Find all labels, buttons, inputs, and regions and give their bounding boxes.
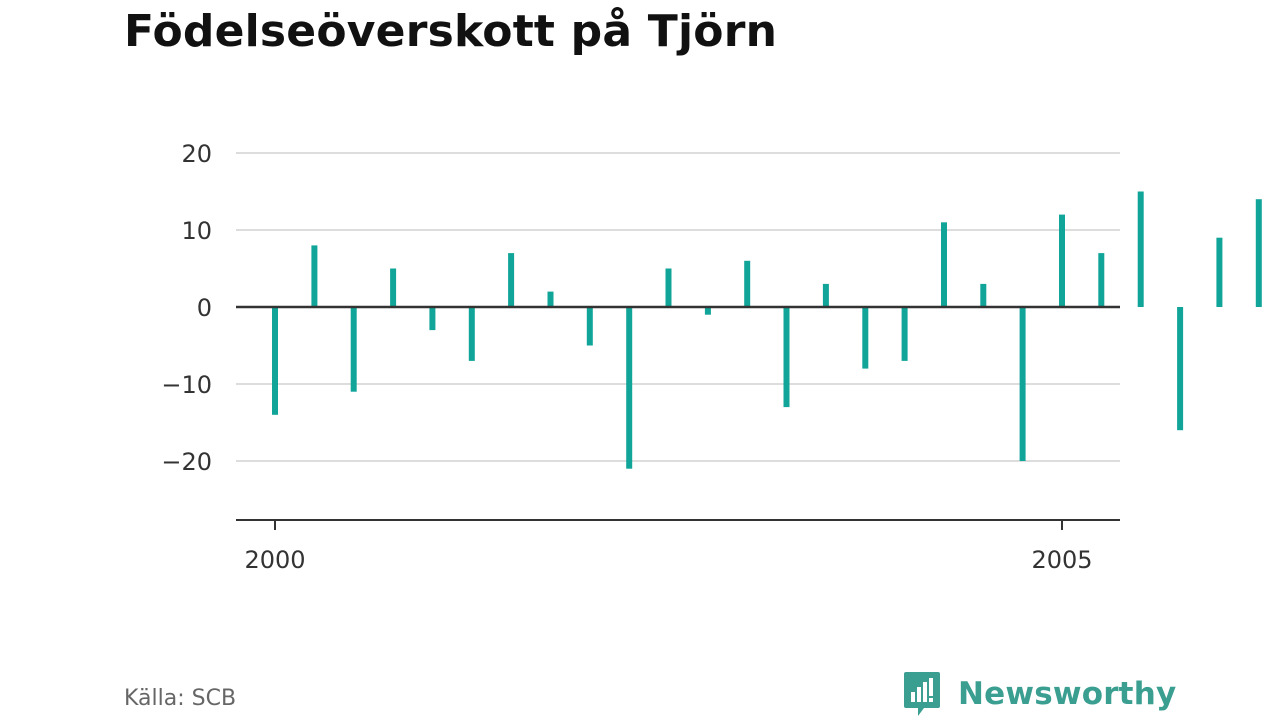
bar: [862, 307, 869, 369]
bar: [272, 307, 278, 415]
newsworthy-logo-icon: [904, 672, 940, 716]
bar: [744, 260, 751, 307]
bar: [468, 307, 475, 361]
bar: [1255, 199, 1262, 307]
y-axis: 20 10 0 −10 −20: [161, 140, 212, 476]
y-tick-label: 20: [181, 140, 212, 168]
bar: [1098, 253, 1105, 307]
source-note: Källa: SCB: [124, 686, 237, 711]
brand-name: Newsworthy: [958, 676, 1177, 712]
y-tick-label: −10: [161, 371, 212, 399]
bar: [783, 307, 790, 408]
y-tick-label: 10: [181, 217, 212, 245]
y-tick-label: 0: [197, 294, 212, 322]
y-tick-label: −20: [161, 448, 212, 476]
bar: [822, 283, 829, 307]
bar: [350, 307, 357, 392]
bar: [429, 307, 436, 331]
x-tick-label: 2000: [244, 546, 305, 574]
bar: [665, 268, 672, 307]
bars-group: [272, 191, 1262, 469]
bar: [1137, 191, 1144, 307]
bar: [901, 307, 908, 361]
bar: [1177, 307, 1184, 431]
bar: [704, 307, 711, 315]
chart-title: Födelseöverskott på Tjörn: [124, 6, 778, 57]
brand-logo: Newsworthy: [902, 670, 1176, 718]
bar: [1059, 214, 1065, 307]
bar: [586, 307, 593, 346]
grid-lines: [236, 152, 1120, 462]
bar: [311, 245, 318, 307]
bar: [626, 307, 633, 469]
bar: [1216, 237, 1223, 307]
bar: [941, 222, 947, 307]
bar: [547, 291, 554, 307]
x-axis: 200020052010201520202025: [236, 519, 1120, 574]
bar: [980, 283, 987, 307]
bar: [390, 268, 397, 307]
bar: [508, 253, 515, 307]
x-tick-label: 2005: [1031, 546, 1092, 574]
bar: [1019, 307, 1026, 461]
